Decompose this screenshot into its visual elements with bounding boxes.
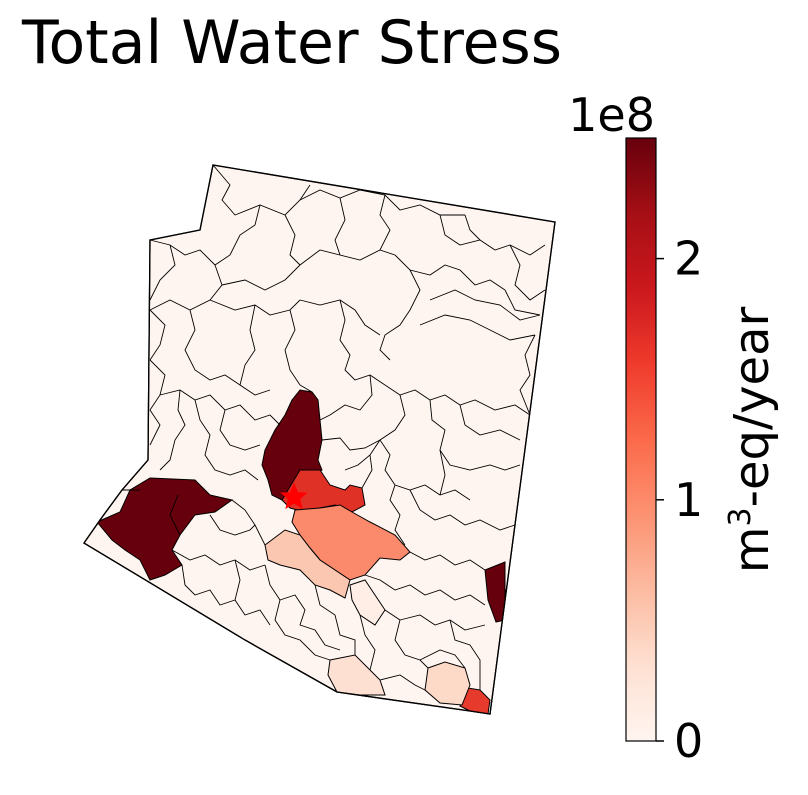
watershed-south-2 [424, 661, 471, 706]
watershed-south-3 [349, 579, 386, 626]
colorbar-tick-label: 1 [674, 473, 703, 527]
location-star-marker [280, 482, 308, 510]
watershed-tucson-1 [264, 529, 351, 599]
watershed-boundaries [104, 165, 546, 691]
colorbar-tick-label: 2 [674, 232, 703, 286]
watershed-phoenix-1 [281, 469, 366, 513]
arizona-map [83, 164, 556, 715]
colorbar: 1e8 0 1 2 m3-eq/year [568, 88, 780, 768]
colorbar-axis-label: m3-eq/year [723, 307, 780, 574]
colorbar-tick-label: 0 [674, 714, 703, 768]
watershed-south-1 [327, 654, 386, 696]
colorbar-ticks: 0 1 2 [656, 232, 703, 768]
watershed-west-high [96, 477, 234, 581]
colorbar-offset-text: 1e8 [568, 88, 655, 142]
colorbar-gradient [625, 137, 657, 742]
state-border [83, 164, 556, 715]
watershed-east-high [484, 561, 506, 623]
map-title: Total Water Stress [22, 8, 563, 78]
